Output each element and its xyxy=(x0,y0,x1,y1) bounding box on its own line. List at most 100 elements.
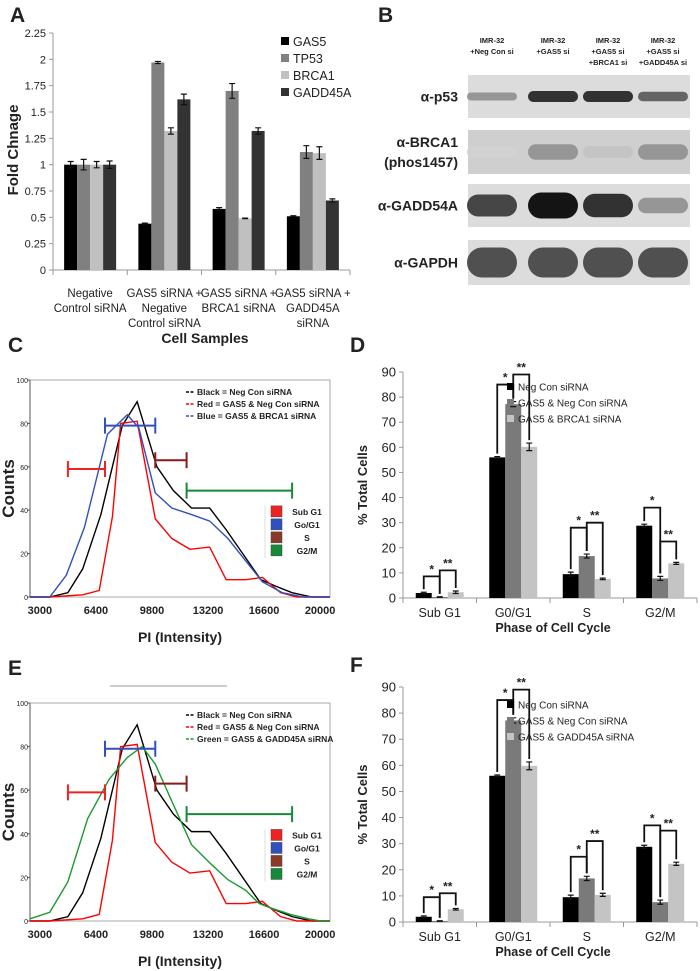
y-tick-label: 80 xyxy=(20,745,28,752)
significance-bracket xyxy=(659,829,678,898)
gate-legend-label: S xyxy=(304,533,310,543)
blot-band xyxy=(528,144,578,160)
error-bar xyxy=(316,146,323,160)
x-tick-label: 13200 xyxy=(193,929,224,941)
blot-band xyxy=(528,90,578,103)
gate-marker xyxy=(154,452,188,469)
category-label: S xyxy=(583,930,591,944)
legend-swatch xyxy=(507,415,514,422)
blot-column-header: IMR-32 xyxy=(480,36,505,45)
significance-stars: ** xyxy=(517,676,527,690)
blot-column-header: IMR-32 xyxy=(651,36,676,45)
bar xyxy=(299,152,313,270)
significance-bracket xyxy=(438,892,457,918)
y-tick-label: 40 xyxy=(382,490,396,505)
error-bar xyxy=(229,82,236,99)
legend-swatch xyxy=(281,54,289,62)
legend-label: GAS5 & Neg Con siRNA xyxy=(518,399,628,410)
bar xyxy=(325,200,339,270)
bar xyxy=(521,446,538,598)
blot-column-header: IMR-32 xyxy=(596,36,621,45)
category-label: siRNA xyxy=(297,318,330,330)
y-tick-label: 30 xyxy=(382,836,396,851)
bar xyxy=(652,902,669,922)
x-tick-label: 6400 xyxy=(84,605,108,617)
bar xyxy=(578,878,595,922)
error-bar xyxy=(436,596,443,598)
error-bar xyxy=(494,774,501,778)
y-tick-label: 1 xyxy=(40,160,46,172)
category-label: Control siRNA xyxy=(54,303,127,315)
significance-stars: * xyxy=(576,514,581,528)
bar xyxy=(251,130,265,270)
error-bar xyxy=(452,907,459,911)
legend-swatch xyxy=(507,701,514,708)
bar xyxy=(415,916,432,922)
x-tick-label: 16600 xyxy=(249,929,280,941)
x-tick-label: 13200 xyxy=(193,605,224,617)
gate-marker xyxy=(104,417,157,434)
significance-stars: * xyxy=(503,371,508,385)
y-tick-label: 80 xyxy=(20,421,28,428)
legend-swatch xyxy=(281,37,289,45)
error-bar xyxy=(255,127,262,135)
gate-marker xyxy=(104,740,157,757)
error-bar xyxy=(420,591,427,595)
bar xyxy=(489,457,506,598)
gate-marker xyxy=(185,482,294,499)
error-bar xyxy=(303,145,310,159)
legend-label: Neg Con siRNA xyxy=(518,383,589,394)
error-bar xyxy=(154,60,161,65)
bar xyxy=(521,765,538,922)
bar xyxy=(90,164,104,270)
blot-row-label: α-GADD54A xyxy=(378,198,458,214)
y-tick-label: 0.75 xyxy=(25,186,46,198)
error-bar xyxy=(167,127,174,135)
bar xyxy=(505,404,522,598)
gate-marker xyxy=(66,784,106,801)
bar xyxy=(177,99,191,270)
y-tick-label: 70 xyxy=(382,415,396,430)
gate-marker xyxy=(66,460,106,477)
bar xyxy=(652,578,669,598)
error-bar xyxy=(106,160,113,169)
legend-label: Red = GAS5 & Neg Con siRNA xyxy=(197,722,320,732)
bar xyxy=(286,216,300,270)
y-tick-label: 80 xyxy=(382,390,396,405)
legend-label: BRCA1 xyxy=(293,69,335,83)
y-tick-label: 0 xyxy=(389,915,396,930)
bar xyxy=(636,525,653,598)
bar xyxy=(505,720,522,922)
series-line xyxy=(30,723,330,922)
bar xyxy=(636,846,653,922)
gate-legend-label: G2/M xyxy=(297,869,318,879)
error-bar xyxy=(216,207,223,211)
y-tick-label: 50 xyxy=(382,465,396,480)
legend-swatch xyxy=(281,88,289,96)
bar xyxy=(594,894,611,922)
error-bar xyxy=(657,899,664,905)
y-tick-label: 1.75 xyxy=(25,81,46,93)
series-line xyxy=(30,743,330,922)
error-bar xyxy=(599,577,606,581)
significance-stars: ** xyxy=(664,528,674,542)
blot-band xyxy=(467,92,517,101)
x-axis-title: Cell Samples xyxy=(161,330,248,346)
y-tick-label: 30 xyxy=(382,515,396,530)
y-axis-title: % Total Cells xyxy=(355,765,370,845)
blot-band xyxy=(528,192,578,219)
gate-legend-swatch xyxy=(270,505,283,518)
blot-row-label: α-BRCA1 xyxy=(397,134,459,150)
y-tick-label: 0.25 xyxy=(25,239,46,251)
y-tick-label: 20 xyxy=(20,552,28,559)
bar xyxy=(164,130,178,270)
y-axis-title: Counts xyxy=(0,783,18,842)
bar xyxy=(668,563,685,598)
y-tick-label: 80 xyxy=(382,706,396,721)
error-bar xyxy=(583,553,590,559)
panel-label: C xyxy=(8,334,23,357)
error-bar xyxy=(93,160,100,169)
blot-band xyxy=(528,247,578,278)
legend-label: GAS5 & GADD45A siRNA xyxy=(518,733,634,744)
x-axis-title: PI (Intensity) xyxy=(138,629,222,645)
